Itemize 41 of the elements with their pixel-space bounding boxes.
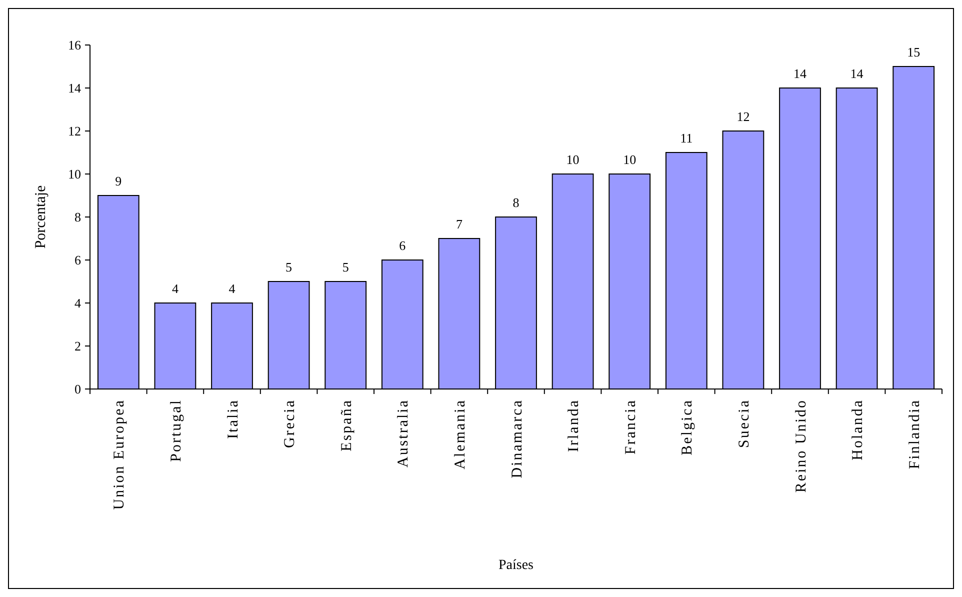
x-tick-label: Australia <box>396 399 412 468</box>
data-label: 5 <box>286 260 292 274</box>
x-tick-label: Reino Unido <box>793 399 810 493</box>
data-label: 11 <box>680 130 693 146</box>
data-label: 15 <box>907 44 920 60</box>
data-label: 10 <box>623 152 636 167</box>
data-label: 7 <box>456 216 463 232</box>
data-label: 4 <box>228 281 236 296</box>
x-tick-label: Finlandia <box>906 399 923 470</box>
x-tick-label: Suecia <box>736 399 752 448</box>
x-tick-label: Portugal <box>168 399 184 462</box>
data-label: 6 <box>399 238 406 253</box>
x-tick-label: Alemania <box>452 399 468 470</box>
data-label: 9 <box>115 174 122 188</box>
y-tick-label: 10 <box>68 166 81 182</box>
x-tick-label: Irlanda <box>566 399 582 452</box>
data-label: 14 <box>850 66 864 81</box>
x-tick-label: Holanda <box>850 399 866 460</box>
y-tick-label: 12 <box>68 124 81 139</box>
data-label: 10 <box>566 152 580 167</box>
x-tick-label: Italia <box>225 399 242 439</box>
y-tick-label: 8 <box>74 210 81 225</box>
data-label: 5 <box>342 260 349 274</box>
y-axis-title: Porcentaje <box>33 185 49 249</box>
data-label: 14 <box>794 66 807 81</box>
data-label: 4 <box>172 281 179 296</box>
y-tick-label: 2 <box>74 338 81 354</box>
x-axis-title: Países <box>498 558 534 573</box>
x-tick-label: Union Europea <box>112 399 128 510</box>
y-tick-label: 6 <box>74 252 82 268</box>
x-tick-label: Grecia <box>282 399 298 448</box>
x-tick-label: Francia <box>622 399 639 454</box>
x-tick-label: España <box>338 399 355 452</box>
x-tick-label: Belgica <box>680 399 696 456</box>
y-tick-label: 4 <box>74 296 82 311</box>
data-label: 8 <box>512 195 520 210</box>
x-tick-label: Dinamarca <box>509 399 526 478</box>
data-label: 12 <box>736 109 750 124</box>
y-tick-label: 14 <box>68 80 82 96</box>
y-tick-label: 16 <box>68 38 82 53</box>
y-tick-label: 0 <box>74 382 81 397</box>
